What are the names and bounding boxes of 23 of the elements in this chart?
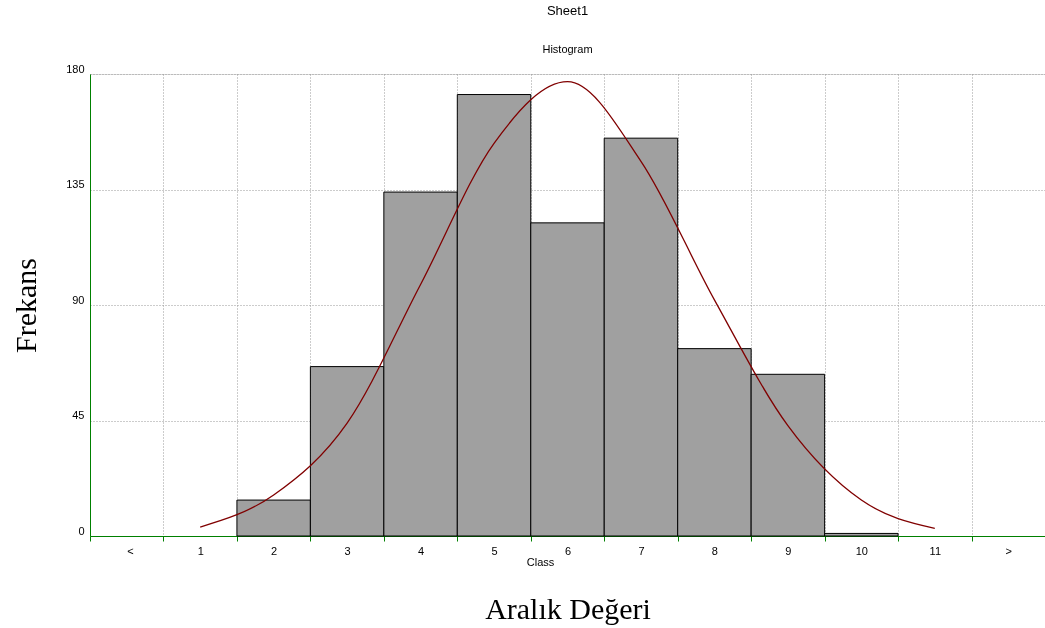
chart-subtitle: Histogram — [542, 43, 593, 55]
x-tick-label: > — [1005, 544, 1012, 557]
y-tick-label: 90 — [72, 293, 85, 306]
x-tick-label: 10 — [855, 544, 868, 557]
x-tick-label: < — [127, 544, 134, 557]
text: Class — [526, 556, 555, 568]
y-tick-label: 135 — [66, 178, 85, 190]
y-tick-label: 0 — [78, 524, 85, 537]
x-tick-label: 4 — [418, 544, 425, 557]
x-tick-label: 6 — [564, 544, 572, 557]
x-tick-label: 8 — [711, 544, 718, 557]
x-tick-label: 2 — [271, 544, 278, 557]
x-tick-label: 9 — [785, 544, 792, 557]
x-tick-label: 1 — [197, 544, 204, 557]
y-axis-title: Frekans — [9, 258, 43, 353]
x-tick-label: 7 — [638, 544, 645, 557]
x-tick-label: 3 — [344, 544, 351, 557]
y-tick-label: 180 — [66, 62, 85, 75]
x-tick-label: 11 — [929, 544, 942, 557]
y-tick-label: 45 — [72, 409, 85, 421]
x-tick-label: 5 — [491, 544, 498, 557]
x-axis-title: Aralık Değeri — [485, 591, 651, 625]
chart-title: Sheet1 — [546, 3, 589, 18]
